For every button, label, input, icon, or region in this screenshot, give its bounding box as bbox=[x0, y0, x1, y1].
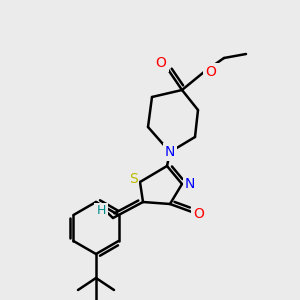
Text: H: H bbox=[96, 205, 106, 218]
Text: N: N bbox=[165, 145, 175, 159]
Text: O: O bbox=[156, 56, 167, 70]
Text: O: O bbox=[206, 65, 216, 79]
Text: S: S bbox=[129, 172, 137, 186]
Text: O: O bbox=[194, 207, 204, 221]
Text: N: N bbox=[185, 177, 195, 191]
